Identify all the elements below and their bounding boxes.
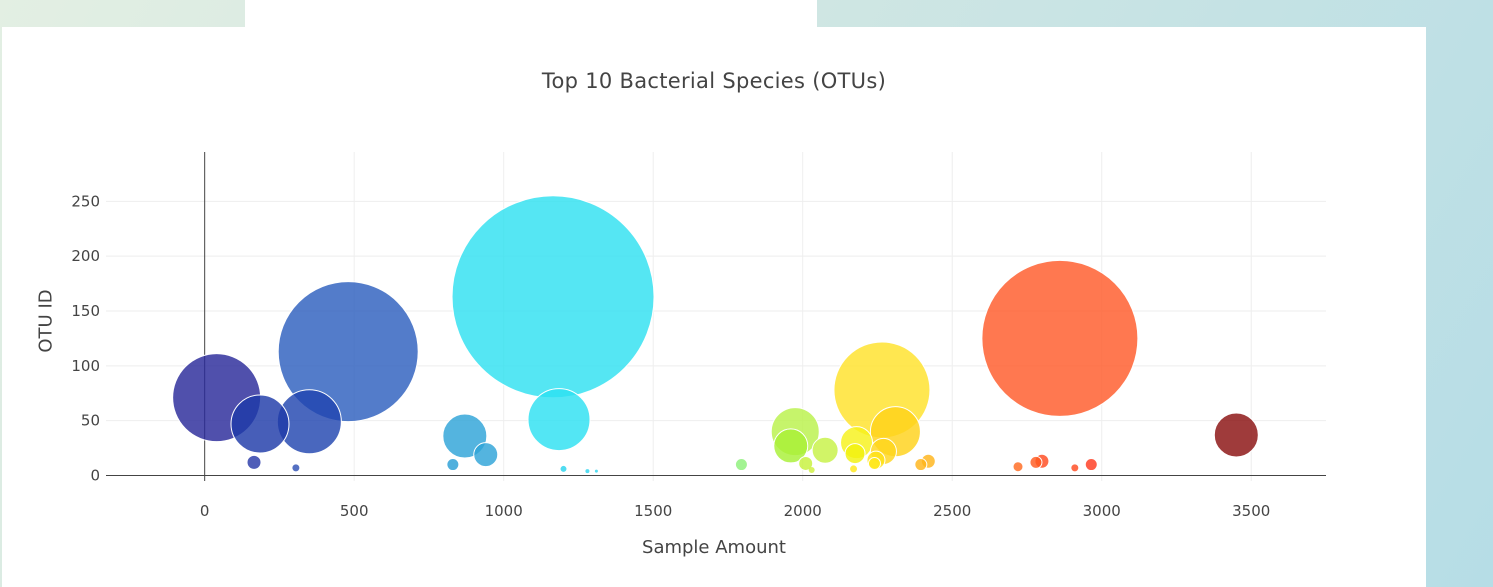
data-bubble [442,413,488,459]
x-tick-label: 2000 [784,502,822,520]
x-tick-label: 3500 [1232,502,1270,520]
y-tick-label: 150 [71,302,100,320]
data-bubble [1012,461,1024,473]
y-tick-label: 50 [81,412,100,430]
x-tick-label: 1500 [634,502,672,520]
data-bubble [473,442,499,468]
data-bubble [734,458,748,472]
data-bubble [277,281,419,423]
data-bubble [914,458,928,472]
data-bubble [981,259,1139,417]
x-axis-label: Sample Amount [642,537,786,558]
data-bubble [446,458,460,472]
y-tick-label: 250 [71,192,100,210]
data-bubble [798,455,814,471]
data-bubble [811,436,839,464]
chart-card: Top 10 Bacterial Species (OTUs) 0 500 1000… [2,27,1426,587]
data-bubble [291,463,301,473]
background-strip [245,0,817,27]
y-tick-label: 100 [71,357,100,375]
data-bubble [1070,463,1080,473]
x-tick-label: 0 [200,502,210,520]
x-tick-label: 1000 [485,502,523,520]
y-tick-label: 0 [90,467,100,485]
data-bubble [808,467,815,474]
data-bubble [451,195,655,399]
data-bubble [560,465,567,472]
data-bubble [246,454,262,470]
data-bubble [585,469,590,474]
data-bubble [849,464,859,474]
y-tick-label: 200 [71,247,100,265]
data-bubble [230,394,290,454]
data-bubble [1029,455,1043,469]
y-axis-label: OTU ID [35,289,57,353]
chart-title: Top 10 Bacterial Species (OTUs) [541,69,887,93]
x-tick-label: 2500 [933,502,971,520]
data-bubble [1084,458,1098,472]
data-bubble [594,469,598,473]
x-tick-label: 3000 [1083,502,1121,520]
data-bubble [1213,412,1259,458]
x-tick-label: 500 [340,502,369,520]
data-bubble [527,388,591,452]
data-bubble [867,456,881,470]
data-bubble [773,428,809,464]
data-bubble [844,443,866,465]
bubble-chart[interactable]: 0 500 1000 1500 2000 2500 3000 3500 0 50 100 150 200… [2,27,1426,587]
